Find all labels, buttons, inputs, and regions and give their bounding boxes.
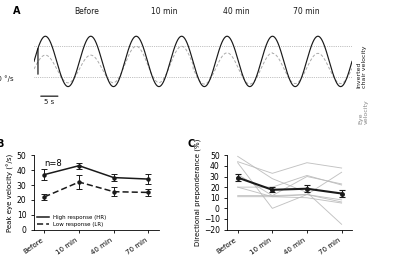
Legend: High response (HR), Low response (LR): High response (HR), Low response (LR) [37,215,107,227]
Text: Eye
velocity: Eye velocity [358,100,369,124]
Y-axis label: Directional preponderance (%): Directional preponderance (%) [194,139,201,246]
Text: A: A [13,6,21,16]
Text: C: C [187,139,195,149]
Text: 5 s: 5 s [44,99,54,105]
Text: 40 °/s: 40 °/s [0,75,13,82]
Text: Inverted
chair velocity: Inverted chair velocity [356,46,367,88]
Y-axis label: Peak eye velocity (°/s): Peak eye velocity (°/s) [7,153,14,232]
Text: 70 min: 70 min [292,7,319,16]
Text: 40 min: 40 min [223,7,249,16]
Text: 10 min: 10 min [151,7,178,16]
Text: n=8: n=8 [44,159,62,168]
Text: Before: Before [74,7,99,16]
Text: B: B [0,139,4,149]
